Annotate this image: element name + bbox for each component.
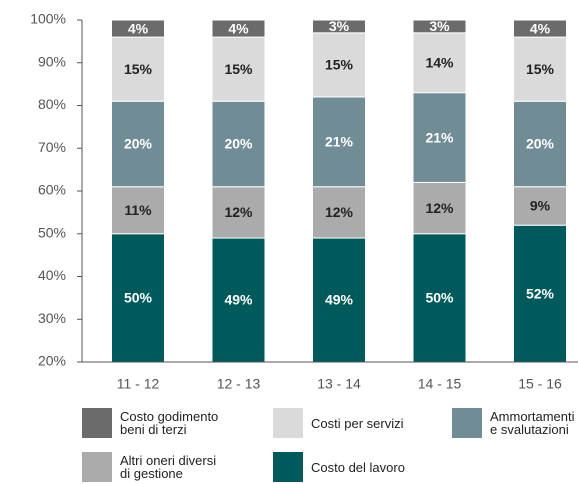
legend-label: Costo godimento beni di terzi: [120, 409, 219, 437]
legend-swatch: [452, 408, 482, 438]
bar-segment: [513, 224, 567, 363]
y-tick-label: 20%: [38, 353, 66, 369]
y-tick-label: 50%: [38, 224, 66, 240]
legend-label: Altri oneri diversi di gestione: [120, 453, 217, 481]
y-tick-label: 30%: [38, 310, 66, 326]
value-label: 4%: [530, 20, 551, 36]
bar-segment: [111, 36, 165, 102]
bar-segment: [211, 19, 266, 38]
bar-segment: [412, 19, 467, 34]
value-label: 21%: [425, 129, 454, 145]
value-label: 50%: [124, 290, 153, 306]
bar-segment: [312, 96, 366, 188]
value-label: 15%: [325, 57, 354, 73]
value-label: 14%: [425, 54, 454, 70]
legend-swatch: [273, 408, 303, 438]
value-label: 15%: [124, 61, 153, 77]
value-label: 20%: [224, 136, 253, 152]
bar-segment: [312, 186, 366, 239]
x-tick-label: 13 - 14: [317, 376, 361, 392]
y-tick-label: 80%: [38, 96, 66, 112]
bar-segment: [412, 233, 467, 363]
legend-swatch: [82, 408, 112, 438]
legend-label: Costi per servizi: [311, 416, 404, 431]
bar-segment: [513, 186, 567, 226]
value-label: 52%: [526, 285, 555, 301]
bar-segment: [111, 19, 165, 38]
x-tick-label: 14 - 15: [418, 376, 462, 392]
y-tick-label: 60%: [38, 182, 66, 198]
value-label: 21%: [325, 134, 354, 150]
value-label: 3%: [329, 18, 350, 34]
bar-segment: [312, 237, 366, 363]
y-tick-label: 100%: [30, 11, 66, 27]
y-tick-label: 40%: [38, 267, 66, 283]
bar-segment: [513, 36, 567, 102]
bar-segment: [211, 100, 266, 188]
x-tick-label: 11 - 12: [117, 376, 160, 392]
value-label: 3%: [429, 18, 450, 34]
value-label: 20%: [526, 136, 555, 152]
value-label: 15%: [526, 61, 555, 77]
value-label: 12%: [325, 204, 354, 220]
bar-segment: [211, 36, 266, 102]
value-label: 20%: [124, 136, 153, 152]
bar-segment: [312, 32, 366, 98]
value-label: 9%: [530, 198, 551, 214]
bar-segment: [111, 100, 165, 188]
value-label: 4%: [128, 20, 149, 36]
chart: 20% 30% 40% 50% 60% 70% 80% 90% 100% 50% 11% 20% 15%…: [30, 11, 578, 392]
bar-segment: [513, 19, 567, 38]
bar-segment: [211, 186, 266, 239]
value-label: 12%: [224, 204, 253, 220]
value-label: 50%: [425, 290, 454, 306]
value-label: 4%: [228, 20, 249, 36]
value-label: 49%: [325, 292, 354, 308]
legend-label: Ammortamenti e svalutazioni: [490, 409, 575, 437]
y-tick-label: 70%: [38, 139, 66, 155]
value-label: 11%: [124, 202, 152, 218]
value-label: 49%: [224, 292, 253, 308]
bar-segment: [211, 237, 266, 363]
legend-swatch: [273, 452, 303, 482]
y-tick-label: 90%: [38, 53, 66, 69]
bar-segment: [513, 100, 567, 188]
value-label: 15%: [224, 61, 253, 77]
x-tick-label: 15 - 16: [518, 376, 562, 392]
bar-segment: [412, 181, 467, 235]
bar-segment: [412, 32, 467, 94]
x-tick-label: 12 - 13: [217, 376, 261, 392]
bar-segment: [312, 19, 366, 34]
bar-segment: [111, 186, 165, 235]
value-label: 12%: [425, 200, 454, 216]
legend-label: Costo del lavoro: [311, 460, 405, 475]
legend-swatch: [82, 452, 112, 482]
